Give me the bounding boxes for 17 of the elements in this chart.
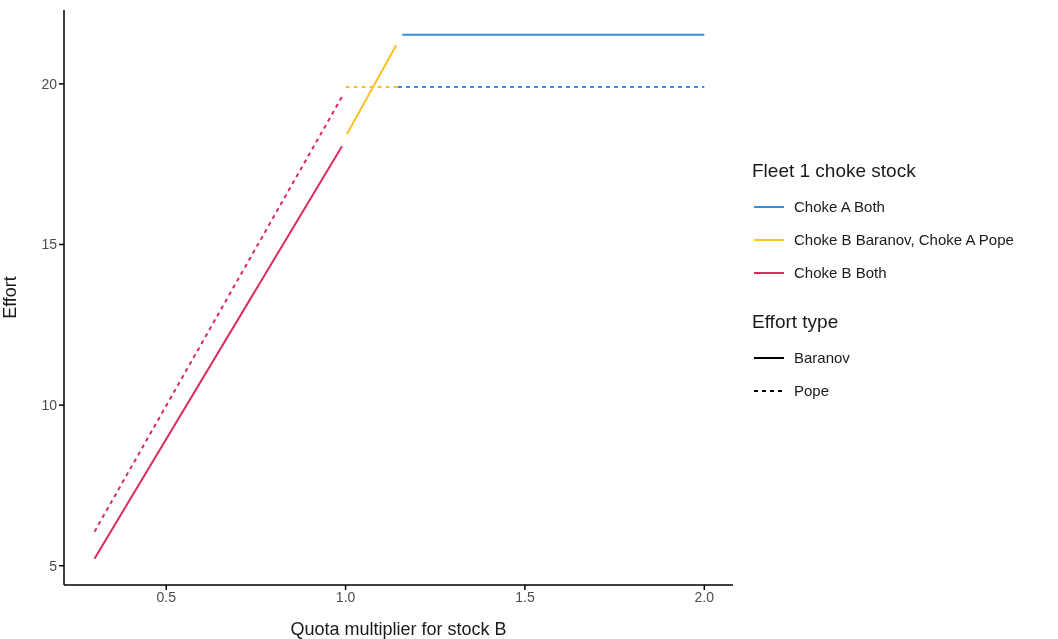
x-tick-label: 1.5 <box>515 588 535 605</box>
legend-label: Choke B Both <box>794 264 887 281</box>
y-axis-title: Effort <box>0 276 21 319</box>
legend-label: Choke B Baranov, Choke A Pope <box>794 231 1014 248</box>
legend-label: Choke A Both <box>794 198 885 215</box>
x-tick-label: 1.0 <box>335 588 356 605</box>
text: Baranov <box>794 349 850 366</box>
text: Effort type <box>752 311 839 332</box>
y-tick-label: 5 <box>49 557 58 574</box>
text: Pope <box>794 382 830 399</box>
text: Fleet 1 choke stock <box>752 160 916 181</box>
y-tick-label: 10 <box>41 397 58 414</box>
x-axis-title: Quota multiplier for stock B <box>290 619 507 639</box>
y-tick-label: 15 <box>41 236 58 253</box>
x-tick-label: 0.5 <box>156 588 177 605</box>
x-tick-label: 2.0 <box>694 588 715 605</box>
y-tick-label: 20 <box>41 75 58 92</box>
